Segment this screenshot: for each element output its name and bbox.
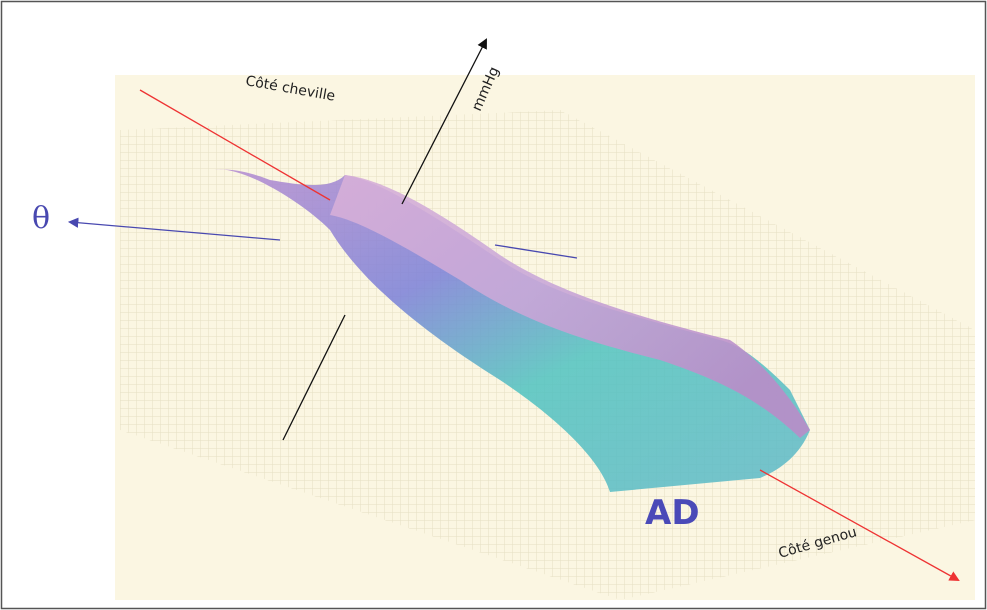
pressure-axis (401, 38, 487, 205)
angle-label: θ (32, 201, 50, 236)
angle-axis (67, 217, 281, 241)
pressure-ridge (330, 175, 810, 438)
leg-label: AD (645, 493, 700, 533)
pressure-axis-lower (282, 314, 346, 441)
pressure-surface (215, 169, 810, 492)
angle-axis-right (494, 244, 578, 259)
knee-axis (759, 469, 960, 582)
ankle-axis (139, 89, 331, 201)
